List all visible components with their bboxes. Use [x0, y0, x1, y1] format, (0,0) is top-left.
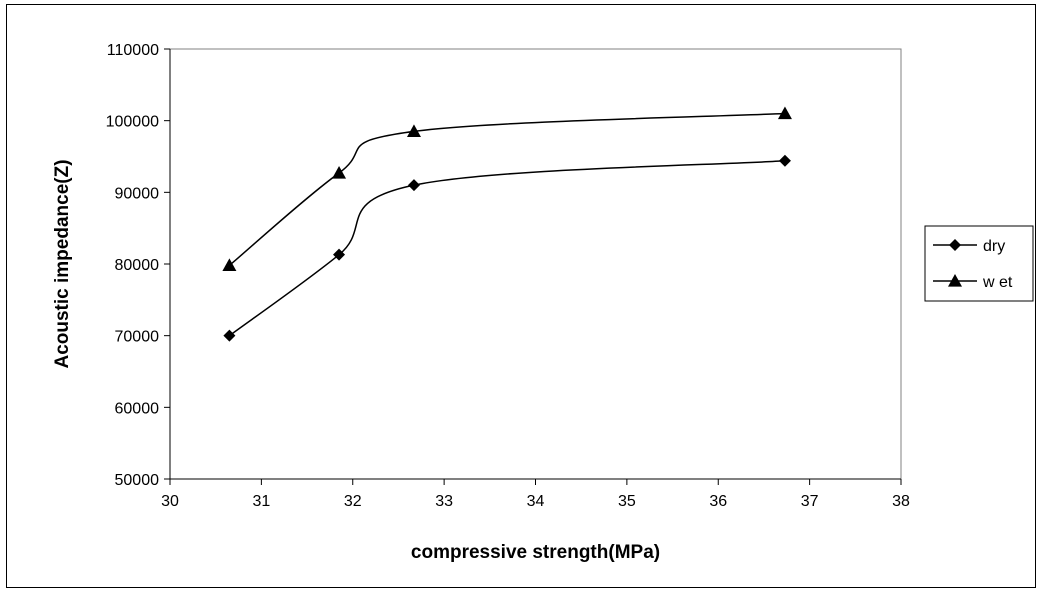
x-tick-label: 38 [892, 493, 910, 510]
x-tick-label: 33 [435, 493, 453, 510]
data-point [407, 179, 420, 192]
x-tick-label: 37 [801, 493, 819, 510]
x-tick-label: 31 [252, 493, 270, 510]
x-tick-label: 34 [527, 493, 545, 510]
data-point [333, 248, 346, 261]
data-point [223, 329, 236, 342]
series-layer [222, 106, 792, 342]
legend-marker [948, 274, 962, 287]
x-tick-label: 36 [709, 493, 727, 510]
data-point [332, 165, 347, 179]
y-tick-label: 50000 [115, 472, 160, 489]
plot-area [169, 48, 902, 480]
series-line [228, 112, 785, 267]
legend: dry w et [924, 225, 1034, 302]
legend-label: w et [982, 274, 1013, 291]
y-axis-title: Acoustic impedance(Z) [52, 159, 73, 368]
x-tick-label: 32 [344, 493, 362, 510]
x-tick-label: 30 [161, 493, 179, 510]
series-w-et [222, 106, 792, 272]
y-tick-label: 90000 [115, 185, 160, 202]
y-tick-label: 110000 [107, 42, 159, 59]
data-point [778, 154, 791, 167]
y-tick-label: 60000 [115, 400, 160, 417]
x-tick-label: 35 [618, 493, 636, 510]
series-line [228, 160, 786, 337]
y-tick-label: 100000 [106, 114, 159, 131]
data-point [777, 106, 792, 120]
plot-area-border [169, 48, 902, 480]
legend-marker [949, 239, 961, 251]
legend-box [924, 225, 1034, 302]
axis-ticks: 30 31 32 33 34 35 36 37 38 50000 60000 70000 80000 90… [106, 42, 910, 510]
y-tick-label: 80000 [115, 257, 160, 274]
data-point [406, 124, 421, 138]
data-point [222, 258, 237, 272]
y-tick-label: 70000 [115, 329, 160, 346]
legend-label: dry [983, 238, 1005, 255]
series-dry [223, 154, 791, 342]
x-axis-title: compressive strength(MPa) [411, 542, 660, 563]
